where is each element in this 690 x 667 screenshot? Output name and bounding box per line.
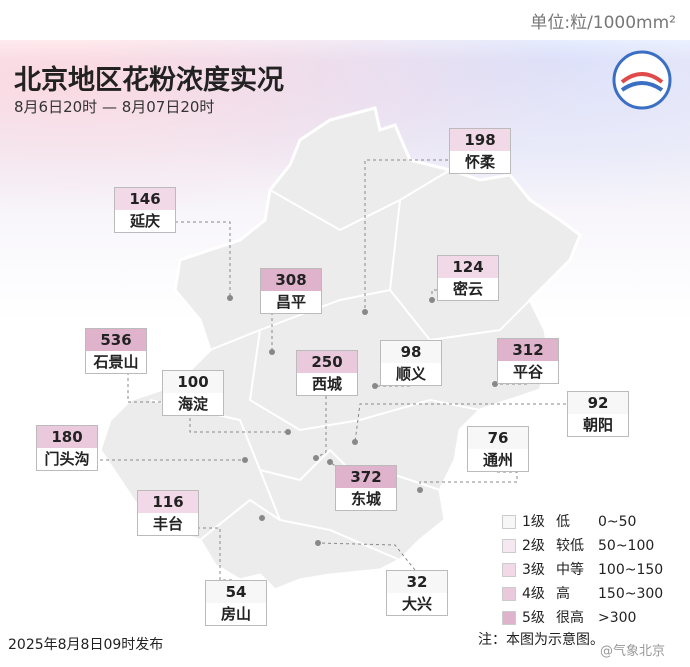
legend-range: 50~100 [598, 538, 655, 554]
district-value: 536 [86, 329, 146, 351]
district-name: 延庆 [115, 210, 175, 232]
legend-row: 1级低 0~50 [502, 512, 636, 532]
district-value: 146 [115, 188, 175, 210]
district-value: 116 [138, 491, 198, 513]
watermark: @气象北京 [600, 644, 666, 659]
district-name: 丰台 [138, 513, 198, 535]
district-value: 372 [336, 466, 396, 488]
legend-level: 3级 [522, 562, 545, 578]
period: 8月6日20时 — 8月07日20时 [14, 98, 215, 116]
district-dots [227, 295, 498, 546]
district-box: 76 通州 [467, 426, 529, 472]
title: 北京地区花粉浓度实况 [14, 65, 284, 96]
district-name: 密云 [438, 278, 498, 300]
district-box: 92 朝阳 [567, 391, 629, 437]
district-name: 门头沟 [37, 448, 97, 470]
district-value: 312 [498, 339, 558, 361]
district-name: 怀柔 [450, 151, 510, 173]
beijing-outline [98, 106, 582, 592]
district-box: 116 丰台 [137, 490, 199, 536]
published: 2025年8月8日09时发布 [8, 637, 164, 653]
district-value: 124 [438, 256, 498, 278]
district-name: 顺义 [381, 363, 441, 385]
district-value: 76 [468, 427, 528, 449]
logo [612, 50, 672, 110]
district-value: 100 [163, 371, 223, 393]
legend-row: 3级 中等 100~150 [502, 560, 663, 580]
legend-row: 2级 较低 50~100 [502, 536, 654, 556]
district-box: 198 怀柔 [449, 128, 511, 174]
district-value: 32 [387, 571, 447, 593]
district-box: 54 房山 [205, 580, 267, 626]
legend-desc: 中等 [556, 562, 584, 578]
district-name: 大兴 [387, 593, 447, 615]
district-name: 东城 [336, 488, 396, 510]
unit: 单位:粒/1000mm² [530, 13, 676, 33]
district-value: 308 [261, 269, 321, 291]
district-name: 通州 [468, 449, 528, 471]
district-name: 朝阳 [568, 414, 628, 436]
legend-range: >300 [598, 610, 637, 626]
district-value: 54 [206, 581, 266, 603]
legend-swatch [502, 563, 516, 577]
district-box: 536 石景山 [85, 328, 147, 374]
note: 注：本图为示意图。 [478, 632, 604, 648]
district-name: 平谷 [498, 361, 558, 383]
legend-swatch [502, 587, 516, 601]
district-box: 124 密云 [437, 255, 499, 301]
district-box: 372 东城 [335, 465, 397, 511]
district-box: 146 延庆 [114, 187, 176, 233]
legend-desc: 较低 [556, 538, 584, 554]
legend-range: 150~300 [598, 586, 664, 602]
district-name: 西城 [297, 373, 357, 395]
district-box: 250 西城 [296, 350, 358, 396]
district-box: 180 门头沟 [36, 425, 98, 471]
district-box: 98 顺义 [380, 340, 442, 386]
legend-level: 4级 [522, 586, 545, 602]
district-box: 312 平谷 [497, 338, 559, 384]
district-value: 198 [450, 129, 510, 151]
district-box: 308 昌平 [260, 268, 322, 314]
district-box: 100 海淀 [162, 370, 224, 416]
legend-swatch [502, 539, 516, 553]
legend-level: 2级 [522, 538, 545, 554]
district-name: 石景山 [86, 351, 146, 373]
legend-swatch [502, 611, 516, 625]
legend-level: 1级 [522, 514, 545, 530]
legend-desc: 很高 [556, 610, 584, 626]
district-name: 昌平 [261, 291, 321, 313]
legend-range: 0~50 [598, 514, 637, 530]
legend-row: 5级 很高 >300 [502, 608, 636, 628]
district-name: 海淀 [163, 393, 223, 415]
legend-range: 100~150 [598, 562, 664, 578]
legend-level: 5级 [522, 610, 545, 626]
legend-swatch [502, 515, 516, 529]
district-name: 房山 [206, 603, 266, 625]
district-value: 98 [381, 341, 441, 363]
legend-desc: 低 [556, 514, 570, 530]
legend-desc: 高 [556, 586, 570, 602]
district-value: 180 [37, 426, 97, 448]
district-value: 92 [568, 392, 628, 414]
legend-row: 4级高 150~300 [502, 584, 663, 604]
district-value: 250 [297, 351, 357, 373]
district-box: 32 大兴 [386, 570, 448, 616]
